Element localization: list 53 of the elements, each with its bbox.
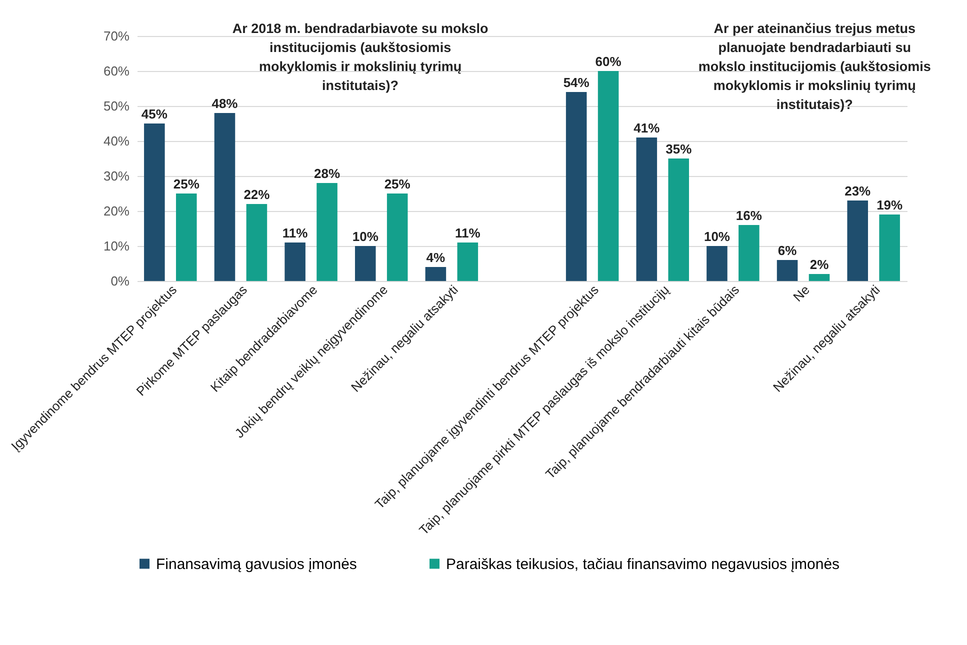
- data-label: 22%: [244, 187, 270, 202]
- bar: [354, 246, 376, 281]
- data-label: 11%: [455, 226, 481, 240]
- y-tick-label: 60%: [103, 64, 130, 78]
- data-label: 60%: [595, 54, 622, 69]
- y-tick-label: 50%: [103, 98, 130, 114]
- bar: [144, 124, 165, 281]
- x-tick-label: Ne: [790, 282, 812, 304]
- bar: [808, 274, 830, 281]
- legend-label: Finansavimą gavusios įmonės: [156, 556, 357, 573]
- data-label: 23%: [844, 184, 872, 198]
- bar: [776, 260, 798, 281]
- data-label: 6%: [778, 243, 798, 258]
- bar: [284, 242, 306, 281]
- bar: [457, 242, 478, 281]
- data-label: 41%: [634, 120, 660, 136]
- annotation: Ar per ateinančius trejus metus planuojate bendradarbiauti su mokslo institucijomis (aukštosiomis mokyklomis ir mokslinių tyrimų institutais)?: [698, 21, 931, 112]
- data-label: 28%: [314, 166, 340, 181]
- y-tick-label: 20%: [103, 204, 130, 218]
- bar: [425, 267, 446, 281]
- bar: [706, 246, 728, 281]
- bar: [386, 194, 408, 281]
- bar: [598, 71, 619, 281]
- y-tick-label: 30%: [103, 168, 130, 184]
- data-label: 54%: [563, 75, 590, 90]
- bar: [246, 204, 268, 281]
- bar: [879, 214, 900, 281]
- data-label: 4%: [426, 250, 446, 265]
- data-label: 19%: [876, 198, 904, 212]
- data-label: 11%: [282, 226, 308, 240]
- data-label: 2%: [810, 257, 830, 272]
- bar: [566, 92, 587, 281]
- data-label: 45%: [141, 106, 168, 122]
- data-label: 48%: [212, 96, 238, 111]
- y-tick-label: 0%: [110, 274, 130, 288]
- data-label: 16%: [736, 208, 762, 223]
- bar: [636, 138, 658, 281]
- bar: [176, 194, 197, 281]
- bar: [668, 158, 690, 281]
- bar: [214, 113, 236, 281]
- bar: [847, 200, 868, 281]
- data-label: 10%: [352, 229, 379, 244]
- annotation: Ar 2018 m. bendradarbiavote su mokslo institucijomis (aukštosiomis mokyklomis ir mokslinių tyrimų institutais)?: [232, 21, 488, 93]
- data-label: 25%: [384, 176, 411, 192]
- legend-label: Paraiškas teikusios, tačiau finansavimo negavusios įmonės: [446, 556, 840, 573]
- data-label: 10%: [704, 229, 730, 244]
- bar: [738, 225, 760, 281]
- data-label: 35%: [666, 142, 692, 156]
- y-tick-label: 10%: [103, 238, 130, 254]
- data-label: 25%: [173, 176, 200, 192]
- y-tick-label: 70%: [103, 28, 130, 44]
- y-tick-label: 40%: [103, 134, 130, 148]
- bar: [316, 183, 338, 281]
